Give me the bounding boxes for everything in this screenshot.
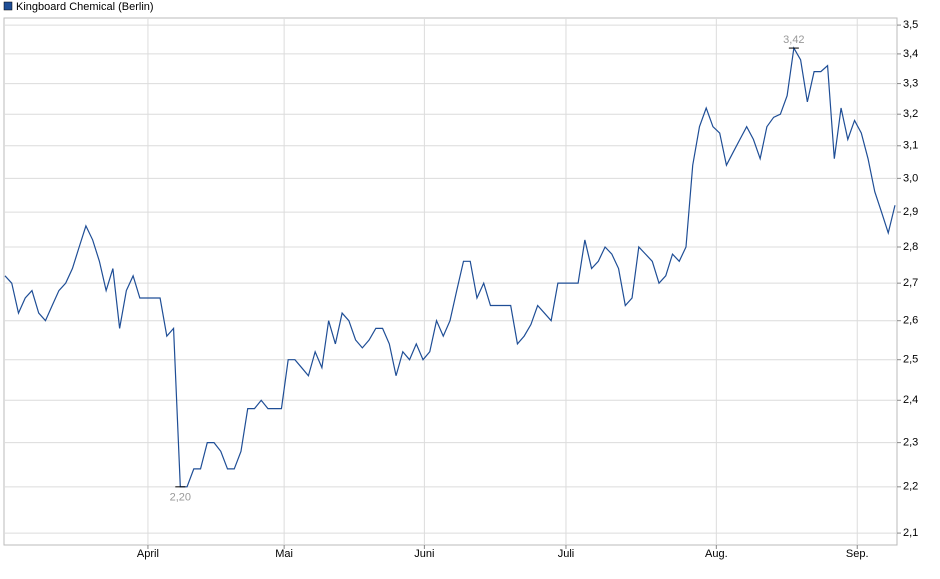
y-tick-label: 2,4 bbox=[903, 394, 918, 406]
y-tick-label: 3,4 bbox=[903, 48, 918, 60]
y-tick-label: 2,7 bbox=[903, 277, 918, 289]
x-tick-label: April bbox=[137, 548, 159, 560]
y-tick-label: 2,8 bbox=[903, 241, 918, 253]
legend-swatch bbox=[3, 1, 13, 11]
y-tick-label: 3,2 bbox=[903, 108, 918, 120]
y-tick-label: 2,5 bbox=[903, 354, 918, 366]
y-tick-label: 2,6 bbox=[903, 315, 918, 327]
annotation-label: 3,42 bbox=[783, 34, 804, 46]
x-tick-label: Juli bbox=[558, 548, 575, 560]
plot-frame bbox=[3, 17, 898, 546]
y-tick-label: 3,5 bbox=[903, 19, 918, 31]
x-tick-label: Sep. bbox=[846, 548, 869, 560]
annotation-label: 2,20 bbox=[170, 492, 191, 504]
y-tick-label: 2,2 bbox=[903, 481, 918, 493]
x-tick-label: Juni bbox=[414, 548, 434, 560]
y-tick-label: 2,9 bbox=[903, 206, 918, 218]
y-tick-label: 3,3 bbox=[903, 78, 918, 90]
x-tick-label: Mai bbox=[275, 548, 293, 560]
y-tick-label: 2,3 bbox=[903, 437, 918, 449]
legend-label: Kingboard Chemical (Berlin) bbox=[16, 1, 154, 13]
y-tick-label: 2,1 bbox=[903, 527, 918, 539]
y-tick-label: 3,1 bbox=[903, 140, 918, 152]
y-tick-label: 3,0 bbox=[903, 172, 918, 184]
x-tick-label: Aug. bbox=[705, 548, 728, 560]
price-line bbox=[4, 46, 896, 488]
